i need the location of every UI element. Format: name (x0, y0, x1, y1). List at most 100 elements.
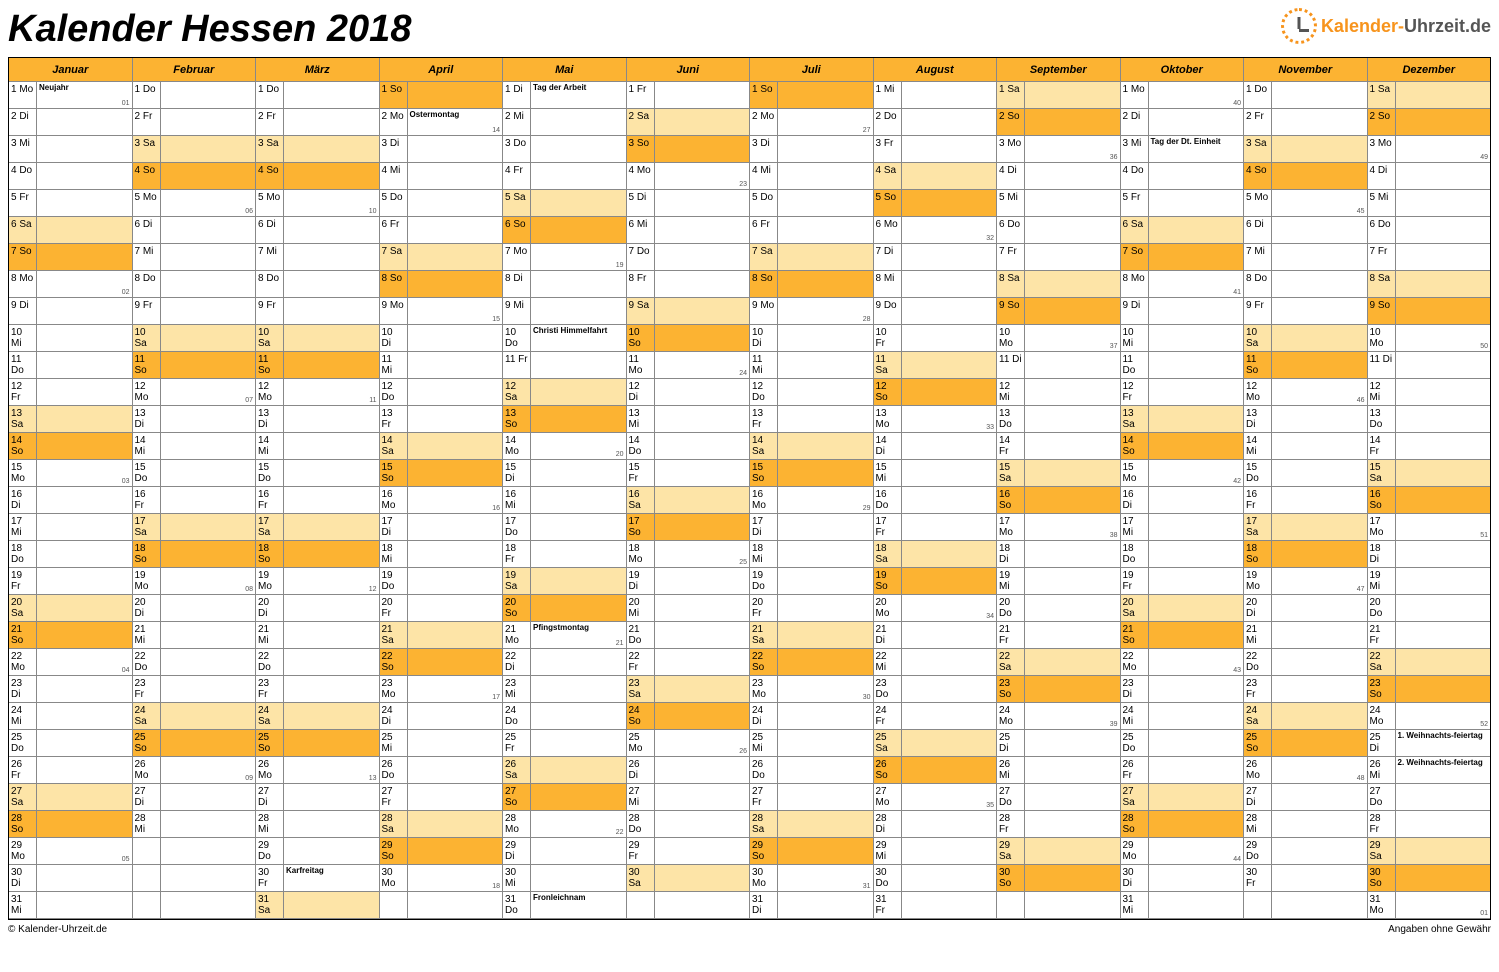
day-number: 27 Fr (380, 784, 408, 810)
day-event (531, 298, 626, 324)
day-event (902, 757, 997, 783)
day-cell: 25 Fr (503, 730, 626, 757)
day-number: 12 Mo (1244, 379, 1272, 405)
day-cell: 10 Mi (9, 325, 132, 352)
day-number: 7 Mi (256, 244, 284, 270)
day-cell: 1 Sa (1368, 82, 1491, 109)
day-event (1272, 406, 1367, 432)
footer-copyright: © Kalender-Uhrzeit.de (8, 924, 107, 935)
day-cell: 21 Fr (997, 622, 1120, 649)
day-event (1149, 649, 1244, 675)
day-number: 28 Do (627, 811, 655, 837)
day-event (655, 703, 750, 729)
day-number: 22 Sa (1368, 649, 1396, 675)
day-number: 29 So (750, 838, 778, 864)
day-event (1272, 838, 1367, 864)
day-cell: 18 Fr (503, 541, 626, 568)
day-number: 20 Sa (9, 595, 37, 621)
day-event (37, 838, 132, 864)
day-cell: 2 Di (1121, 109, 1244, 136)
day-event (37, 325, 132, 351)
day-number: 2 Mo (750, 109, 778, 135)
day-number: 20 Do (997, 595, 1025, 621)
day-number: 12 Di (627, 379, 655, 405)
month-header: Januar (9, 58, 132, 82)
day-event (161, 568, 256, 594)
day-event (902, 217, 997, 243)
day-event (37, 757, 132, 783)
day-cell: 14 Mi (133, 433, 256, 460)
day-number: 27 Mo (874, 784, 902, 810)
day-number: 10 Mi (1121, 325, 1149, 351)
day-event (531, 541, 626, 567)
day-cell: 27 Di (256, 784, 379, 811)
day-event (1025, 730, 1120, 756)
day-number: 10 Sa (133, 325, 161, 351)
day-cell: 11 So (1244, 352, 1367, 379)
day-cell: 30 Sa (627, 865, 750, 892)
day-event (1396, 487, 1491, 513)
day-cell: 25 Mi (380, 730, 503, 757)
day-cell: 1 So (380, 82, 503, 109)
day-number: 1 Mi (874, 82, 902, 108)
day-number: 10 Fr (874, 325, 902, 351)
day-event (1149, 325, 1244, 351)
day-event (284, 892, 379, 918)
day-number: 5 Do (750, 190, 778, 216)
day-event (1272, 703, 1367, 729)
day-cell: 19 Sa (503, 568, 626, 595)
day-event (161, 163, 256, 189)
day-number: 15 Sa (997, 460, 1025, 486)
day-cell: 3 Di (750, 136, 873, 163)
day-number: 23 Mo (380, 676, 408, 702)
day-number: 29 Mi (874, 838, 902, 864)
day-number: 8 Mo (1121, 271, 1149, 297)
day-event (408, 838, 503, 864)
day-cell: 10 Mo50 (1368, 325, 1491, 352)
day-number: 6 Di (133, 217, 161, 243)
clock-icon (1281, 8, 1317, 44)
day-number: 26 Mo (256, 757, 284, 783)
day-cell: 11 Di (997, 352, 1120, 379)
day-event (1272, 190, 1367, 216)
day-number: 7 Sa (750, 244, 778, 270)
day-cell: 30 Di (9, 865, 132, 892)
day-event (1149, 784, 1244, 810)
day-cell: 11 Do (9, 352, 132, 379)
day-number: 2 Fr (1244, 109, 1272, 135)
day-cell: 27 Do (997, 784, 1120, 811)
day-number: 6 Do (1368, 217, 1396, 243)
day-cell: 29 Di (503, 838, 626, 865)
day-number: 22 Sa (997, 649, 1025, 675)
day-number: 21 Fr (1368, 622, 1396, 648)
day-number: 15 Fr (627, 460, 655, 486)
day-number: 27 Di (1244, 784, 1272, 810)
day-event (408, 703, 503, 729)
day-cell: 14 Mo20 (503, 433, 626, 460)
day-event (778, 271, 873, 297)
day-cell: 23 Mi (503, 676, 626, 703)
day-cell: 30 So (1368, 865, 1491, 892)
day-number: 13 Sa (9, 406, 37, 432)
day-event (1025, 703, 1120, 729)
day-cell: 4 Fr (503, 163, 626, 190)
day-number: 24 Mi (9, 703, 37, 729)
day-event (408, 649, 503, 675)
day-cell: 16 Fr (256, 487, 379, 514)
day-event (531, 865, 626, 891)
day-cell: 27 Di (1244, 784, 1367, 811)
month-header: Oktober (1121, 58, 1244, 82)
day-number: 23 Fr (133, 676, 161, 702)
day-event (1025, 406, 1120, 432)
day-event (284, 433, 379, 459)
day-cell: 10 Fr (874, 325, 997, 352)
day-number: 25 Di (1368, 730, 1396, 756)
day-cell: 24 Mo39 (997, 703, 1120, 730)
month-column: März1 Do2 Fr3 Sa4 So5 Mo106 Di7 Mi8 Do9 … (256, 58, 380, 919)
day-cell: 13 Di (1244, 406, 1367, 433)
day-cell: 13 So (503, 406, 626, 433)
day-cell: 5 Mo45 (1244, 190, 1367, 217)
day-number: 16 Mo (380, 487, 408, 513)
day-event (284, 82, 379, 108)
day-event (1025, 784, 1120, 810)
